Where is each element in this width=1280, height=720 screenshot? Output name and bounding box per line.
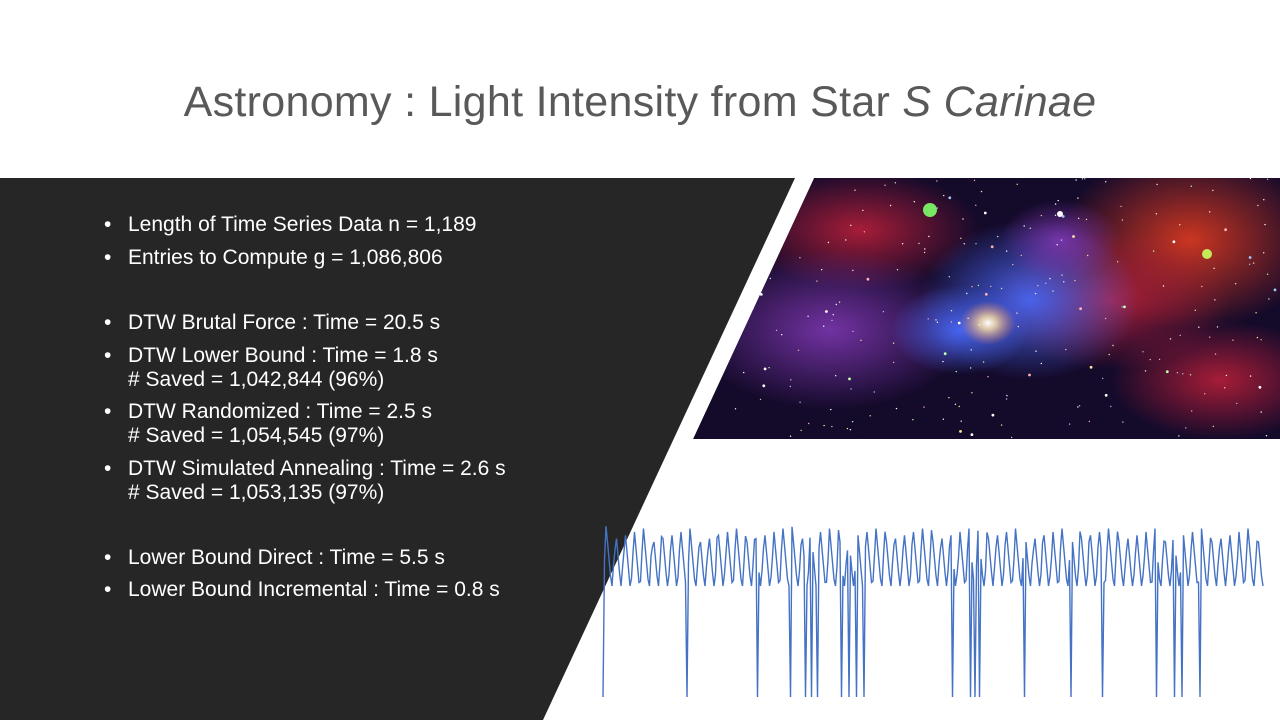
light-curve-line bbox=[602, 526, 1264, 698]
dark-background-panel bbox=[0, 178, 795, 720]
dark-diagonal-shape bbox=[0, 178, 795, 720]
title-main: Astronomy : Light Intensity from Star bbox=[183, 78, 903, 126]
slide-title: Astronomy : Light Intensity from Star S … bbox=[0, 78, 1280, 127]
title-star-name: S Carinae bbox=[902, 78, 1097, 126]
image-diagonal-edge bbox=[675, 178, 814, 439]
